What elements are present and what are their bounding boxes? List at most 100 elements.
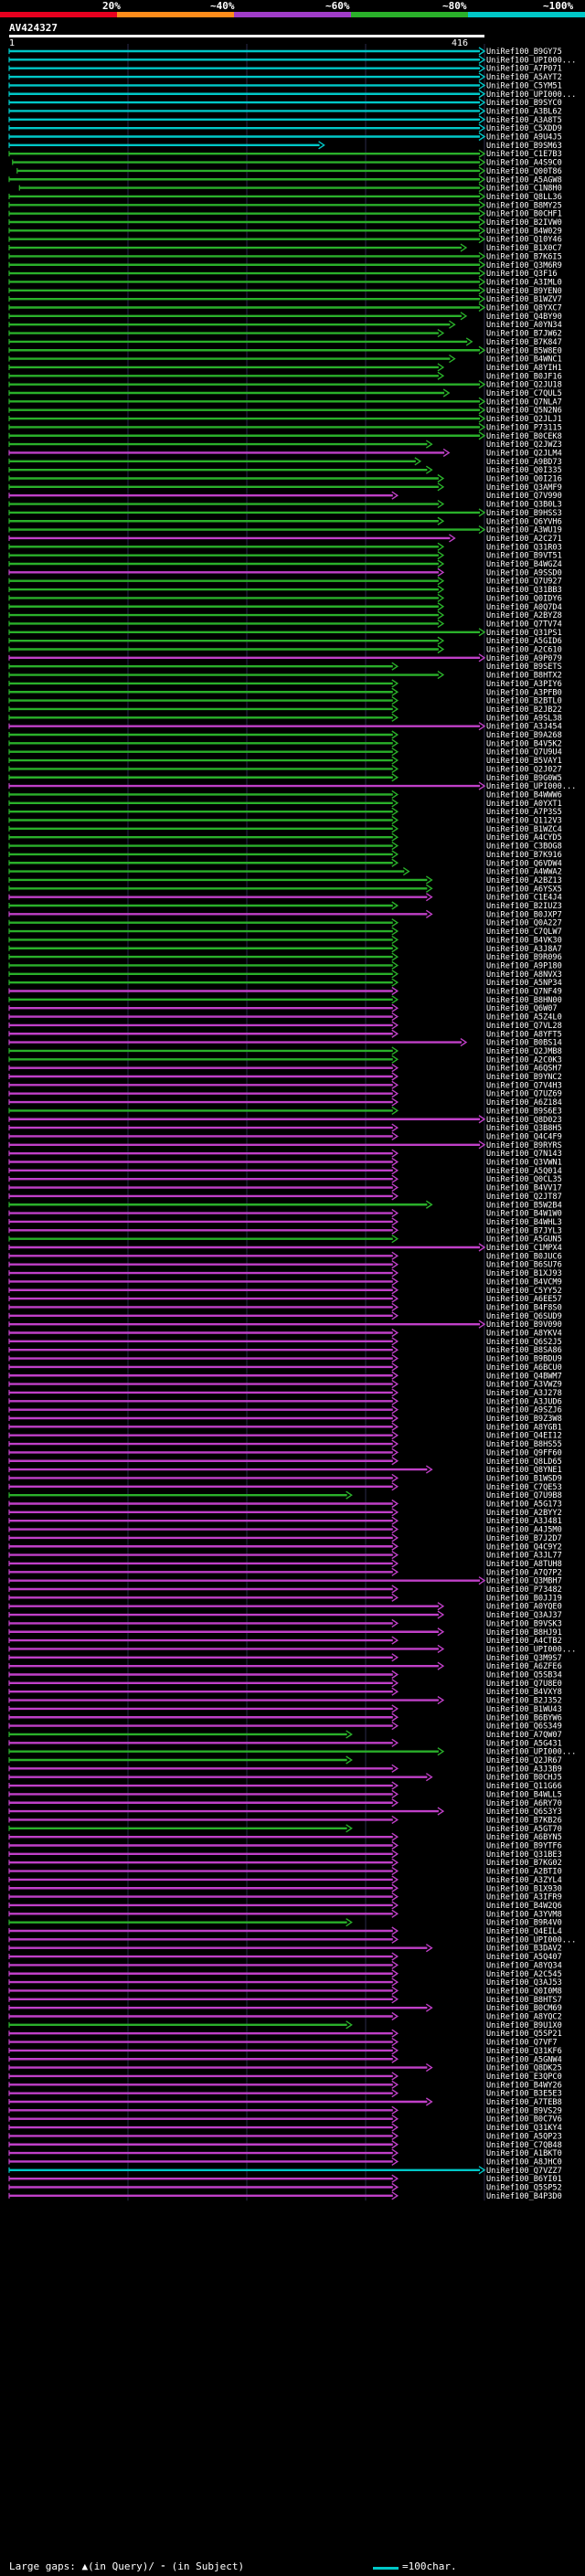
hit-row[interactable]: UniRef100_Q3VWN1 (8, 1157, 562, 1168)
hit-label[interactable]: UniRef100_A6RY70 (486, 1799, 562, 1808)
hit-label[interactable]: UniRef100_Q6VDW4 (486, 859, 562, 868)
hit-label[interactable]: UniRef100_A6ZFE6 (486, 1662, 562, 1671)
hit-row[interactable]: UniRef100_C7QB48 (8, 2140, 562, 2150)
hit-label[interactable]: UniRef100_B9S6E3 (486, 1107, 562, 1116)
hit-label[interactable]: UniRef100_A4WWA2 (486, 868, 562, 877)
hit-row[interactable]: UniRef100_B0CEK8 (8, 431, 562, 441)
hit-label[interactable]: UniRef100_B3E5E3 (486, 2090, 562, 2099)
hit-row[interactable]: UniRef100_A0YN34 (8, 320, 562, 330)
hit-label[interactable]: UniRef100_A8JHC0 (486, 2157, 562, 2167)
hit-label[interactable]: UniRef100_A7TEB8 (486, 2098, 562, 2107)
hit-row[interactable]: UniRef100_B7J2D7 (8, 1533, 562, 1543)
hit-row[interactable]: UniRef100_B5W8E0 (8, 345, 562, 355)
hit-row[interactable]: UniRef100_Q0I216 (8, 473, 562, 484)
hit-label[interactable]: UniRef100_B8HTX2 (486, 672, 562, 681)
hit-row[interactable]: UniRef100_UPI000... (8, 781, 576, 791)
hit-label[interactable]: UniRef100_B7K6I5 (486, 252, 562, 261)
hit-row[interactable]: UniRef100_B6YI01 (8, 2174, 562, 2184)
hit-row[interactable]: UniRef100_Q6S349 (8, 1722, 562, 1732)
hit-label[interactable]: UniRef100_A2BTI0 (486, 1868, 562, 1877)
hit-row[interactable]: UniRef100_Q7VZZ7 (8, 2166, 562, 2176)
hit-label[interactable]: UniRef100_B6SU76 (486, 1261, 562, 1270)
hit-row[interactable]: UniRef100_A3PFB0 (8, 687, 562, 697)
hit-label[interactable]: UniRef100_Q5SP52 (486, 2184, 562, 2193)
hit-row[interactable]: UniRef100_Q7N143 (8, 1149, 562, 1159)
hit-label[interactable]: UniRef100_Q6S3Y3 (486, 1807, 562, 1817)
hit-label[interactable]: UniRef100_B9YNC2 (486, 1073, 562, 1082)
hit-row[interactable]: UniRef100_Q31PS1 (8, 628, 562, 638)
hit-label[interactable]: UniRef100_Q5N2N6 (486, 407, 562, 416)
hit-row[interactable]: UniRef100_A2C610 (8, 644, 562, 655)
hit-row[interactable]: UniRef100_A0YXT1 (8, 799, 562, 809)
hit-label[interactable]: UniRef100_C1E7B3 (486, 150, 562, 159)
hit-label[interactable]: UniRef100_Q0A227 (486, 919, 562, 928)
hit-label[interactable]: UniRef100_B0CHJ5 (486, 1774, 562, 1783)
hit-label[interactable]: UniRef100_A2C0K3 (486, 1055, 562, 1065)
hit-label[interactable]: UniRef100_Q7TV74 (486, 620, 562, 629)
hit-label[interactable]: UniRef100_Q2JU18 (486, 381, 562, 390)
hit-row[interactable]: UniRef100_Q6YVH6 (8, 516, 562, 526)
hit-row[interactable]: UniRef100_B0JJ19 (8, 1593, 562, 1603)
hit-row[interactable]: UniRef100_UPI000... (8, 1644, 576, 1654)
hit-row[interactable]: UniRef100_B4V5K2 (8, 738, 562, 748)
hit-row[interactable]: UniRef100_B8HTX2 (8, 670, 562, 681)
hit-row[interactable]: UniRef100_B9YNC2 (8, 1072, 562, 1082)
hit-label[interactable]: UniRef100_A7P3S5 (486, 808, 562, 817)
hit-row[interactable]: UniRef100_A3JUD6 (8, 1396, 562, 1406)
hit-row[interactable]: UniRef100_A6BYN5 (8, 1832, 562, 1842)
hit-row[interactable]: UniRef100_A8YQ34 (8, 1960, 562, 1970)
hit-row[interactable]: UniRef100_A4S9C0 (12, 157, 562, 168)
hit-row[interactable]: UniRef100_A8YIH1 (8, 363, 562, 373)
hit-label[interactable]: UniRef100_UPI000... (486, 1748, 576, 1757)
hit-row[interactable]: UniRef100_Q4EI12 (8, 1431, 562, 1441)
hit-row[interactable]: UniRef100_B8HJ91 (8, 1627, 562, 1638)
hit-row[interactable]: UniRef100_B9VS29 (8, 2105, 562, 2115)
hit-label[interactable]: UniRef100_Q31BB3 (486, 586, 562, 595)
hit-label[interactable]: UniRef100_Q31KY4 (486, 2124, 562, 2133)
hit-label[interactable]: UniRef100_A3PIY6 (486, 680, 562, 689)
hit-label[interactable]: UniRef100_B9YEN0 (486, 287, 562, 296)
hit-label[interactable]: UniRef100_B7KB26 (486, 1816, 562, 1825)
hit-row[interactable]: UniRef100_C5XDD9 (8, 123, 562, 133)
hit-label[interactable]: UniRef100_A5G431 (486, 1739, 562, 1748)
hit-label[interactable]: UniRef100_A3ZYL4 (486, 1876, 562, 1885)
hit-row[interactable]: UniRef100_C7QE53 (8, 1482, 562, 1492)
hit-row[interactable]: UniRef100_P73482 (8, 1585, 562, 1595)
hit-row[interactable]: UniRef100_Q2JMB8 (8, 1046, 562, 1056)
hit-label[interactable]: UniRef100_A5NP34 (486, 979, 562, 988)
hit-label[interactable]: UniRef100_B4W2Q6 (486, 1902, 562, 1911)
hit-row[interactable]: UniRef100_B3DAV2 (8, 1944, 562, 1954)
hit-label[interactable]: UniRef100_A8YGB1 (486, 1423, 562, 1432)
hit-row[interactable]: UniRef100_B4F8S0 (8, 1302, 562, 1312)
hit-label[interactable]: UniRef100_A5GUN5 (486, 1235, 562, 1245)
hit-row[interactable]: UniRef100_A8YFT5 (8, 1029, 562, 1039)
hit-label[interactable]: UniRef100_B0JJ19 (486, 1594, 562, 1603)
hit-label[interactable]: UniRef100_A3A8T5 (486, 116, 562, 125)
hit-row[interactable]: UniRef100_A0Q7D4 (8, 602, 562, 612)
hit-label[interactable]: UniRef100_B4VXY8 (486, 1688, 562, 1697)
hit-label[interactable]: UniRef100_B1X0C7 (486, 244, 562, 253)
hit-row[interactable]: UniRef100_Q00T86 (16, 166, 562, 176)
hit-label[interactable]: UniRef100_A8YKV4 (486, 1330, 562, 1339)
hit-row[interactable]: UniRef100_Q5N2N6 (8, 406, 562, 416)
hit-row[interactable]: UniRef100_B9BDU9 (8, 1353, 562, 1364)
hit-label[interactable]: UniRef100_B4VCM9 (486, 1277, 562, 1287)
hit-label[interactable]: UniRef100_B9U1X0 (486, 2021, 562, 2030)
hit-label[interactable]: UniRef100_Q4EI12 (486, 1432, 562, 1441)
hit-row[interactable]: UniRef100_C5YY52 (8, 1286, 562, 1296)
hit-label[interactable]: UniRef100_A7QW07 (486, 1731, 562, 1740)
hit-row[interactable]: UniRef100_B0CHJ5 (8, 1773, 562, 1783)
hit-label[interactable]: UniRef100_B9Z3W8 (486, 1415, 562, 1424)
hit-row[interactable]: UniRef100_Q8DK25 (8, 2063, 562, 2073)
hit-label[interactable]: UniRef100_Q5SB34 (486, 1671, 562, 1680)
hit-row[interactable]: UniRef100_Q2JLM4 (8, 448, 562, 458)
hit-label[interactable]: UniRef100_A3J8A7 (486, 945, 562, 954)
hit-label[interactable]: UniRef100_C5YY52 (486, 1287, 562, 1296)
hit-label[interactable]: UniRef100_Q2JT87 (486, 1193, 562, 1202)
hit-label[interactable]: UniRef100_B0CEK8 (486, 432, 562, 441)
hit-label[interactable]: UniRef100_Q0IDY6 (486, 594, 562, 603)
hit-label[interactable]: UniRef100_Q7U9U4 (486, 748, 562, 758)
hit-row[interactable]: UniRef100_B8HS55 (8, 1439, 562, 1449)
hit-row[interactable]: UniRef100_A0YQE0 (8, 1602, 562, 1612)
hit-label[interactable]: UniRef100_C3BOG8 (486, 843, 562, 852)
